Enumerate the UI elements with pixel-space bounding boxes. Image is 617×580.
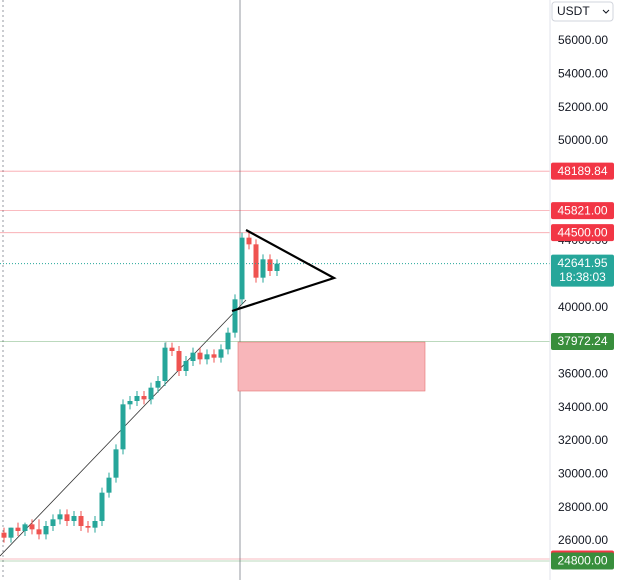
y-tick-label: 50000.00	[558, 133, 608, 147]
candle-body	[99, 492, 105, 521]
y-tick-label: 34000.00	[558, 400, 608, 414]
candle-body	[148, 387, 154, 400]
price-badge	[551, 202, 614, 220]
candle-body	[204, 354, 210, 360]
triangle-pattern	[231, 229, 337, 313]
currency-selector[interactable]	[551, 1, 614, 22]
price-badge-label: 45821.00	[557, 203, 607, 217]
candle-body	[176, 351, 182, 371]
candle-body	[232, 299, 238, 333]
dropdown-caret	[602, 9, 610, 14]
candle-body	[183, 361, 189, 371]
price-badge-label: 37972.24	[557, 334, 607, 348]
y-tick-label: 32000.00	[558, 433, 608, 447]
candle-body	[120, 404, 126, 450]
price-badge-label: 44500.00	[557, 225, 607, 239]
candle-body	[43, 526, 49, 535]
candle-body	[29, 524, 35, 530]
currency-label: USDT	[557, 4, 590, 18]
y-tick-label: 56000.00	[558, 33, 608, 47]
candle-body	[162, 347, 168, 381]
candle-body	[211, 354, 217, 358]
candle-body	[225, 332, 231, 350]
candle-body	[134, 396, 140, 401]
y-tick-label: 36000.00	[558, 367, 608, 381]
price-badge-label: 24800.00	[557, 554, 607, 568]
candle-body	[253, 244, 259, 278]
candle-body	[141, 396, 147, 400]
candle-body	[50, 519, 56, 526]
candle-body	[113, 449, 119, 478]
demand-zone	[237, 341, 426, 392]
y-tick-label: 28000.00	[558, 500, 608, 514]
candle-body	[15, 527, 21, 531]
candle-body	[190, 352, 196, 361]
candle-body	[260, 259, 266, 278]
last-price-label: 42641.95	[557, 256, 607, 270]
candle-body	[71, 516, 77, 521]
last-price-badge	[551, 254, 614, 287]
candle-body	[246, 237, 252, 245]
candle-body	[92, 521, 98, 528]
price-badge	[551, 224, 614, 242]
candle-body	[155, 381, 161, 388]
candle-body	[85, 526, 91, 528]
y-tick-label: 40000.00	[558, 300, 608, 314]
candle-body	[169, 347, 175, 351]
candle-body	[1, 532, 7, 538]
y-tick-label: 54000.00	[558, 67, 608, 81]
price-badge	[551, 162, 614, 180]
price-badge	[551, 552, 614, 570]
countdown-label: 18:38:03	[559, 270, 606, 284]
candle-body	[218, 349, 224, 358]
candle-body	[274, 263, 280, 271]
candle-body	[267, 259, 273, 271]
candle-body	[106, 477, 112, 493]
y-tick-label: 52000.00	[558, 100, 608, 114]
candle-body	[8, 527, 14, 538]
y-tick-label: 26000.00	[558, 533, 608, 547]
candle-body	[22, 524, 28, 531]
candle-body	[36, 529, 42, 535]
price-badge	[551, 332, 614, 350]
y-tick-label: 30000.00	[558, 467, 608, 481]
candle-body	[57, 514, 63, 520]
candle-body	[197, 352, 203, 360]
candle-body	[239, 237, 245, 300]
candle-body	[127, 401, 133, 405]
price-badge-label: 48189.84	[557, 164, 607, 178]
candle-body	[78, 516, 84, 526]
candle-body	[64, 514, 70, 521]
